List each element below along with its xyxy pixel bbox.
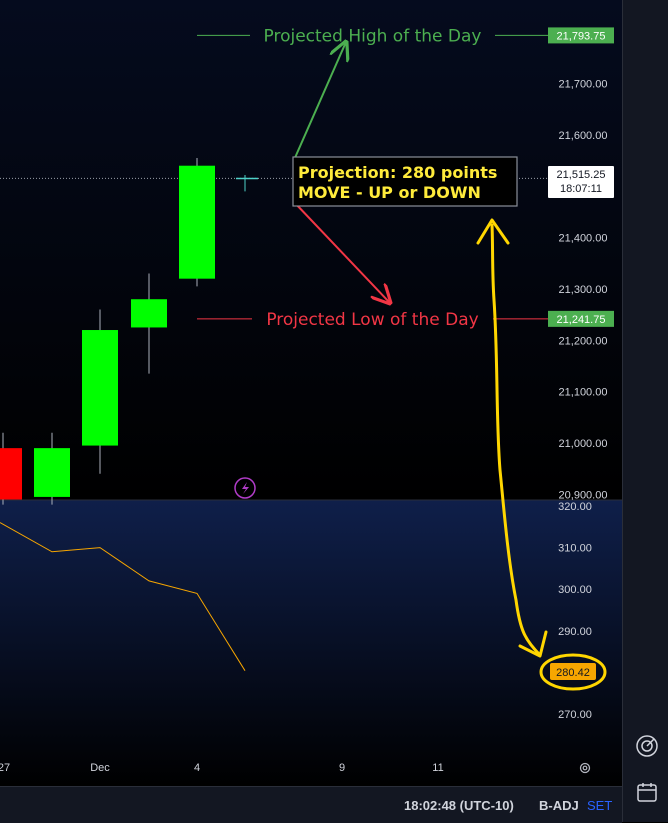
yellow-arrowhead-top bbox=[476, 218, 510, 245]
indicator-pane-background bbox=[0, 500, 622, 786]
candle-body bbox=[0, 448, 22, 500]
projection-annotation-box[interactable] bbox=[292, 156, 518, 207]
yellow-circle-marker bbox=[539, 653, 607, 691]
level-price-value: 21,241.75 bbox=[557, 314, 606, 326]
flash-icon[interactable] bbox=[234, 477, 256, 499]
level-price-tag bbox=[548, 310, 614, 327]
indicator-tick-label: 320.00 bbox=[558, 501, 592, 513]
level-price-value: 21,793.75 bbox=[557, 30, 606, 42]
indicator-tick-label: 290.00 bbox=[558, 626, 592, 638]
indicator-line bbox=[0, 522, 246, 671]
level-text: Projected Low of the Day bbox=[266, 310, 478, 330]
current-price-value: 21,515.25 bbox=[557, 169, 606, 181]
time-tick-label: 27 bbox=[0, 762, 10, 774]
candle[interactable] bbox=[34, 432, 70, 505]
price-tick-label: 21,200.00 bbox=[559, 335, 608, 347]
main-price-axis[interactable]: 21,700.00 21,600.00 21,400.00 21,300.00 21,2… bbox=[559, 79, 608, 502]
price-tick-label: 21,600.00 bbox=[559, 130, 608, 142]
level-price-tag bbox=[548, 27, 614, 44]
arrow-to-low bbox=[293, 201, 390, 303]
candle-body bbox=[82, 330, 118, 446]
price-tick-label: 21,100.00 bbox=[559, 387, 608, 399]
level-text: Projected High of the Day bbox=[264, 26, 482, 46]
price-tick-label: 21,000.00 bbox=[559, 438, 608, 450]
adjustment-toggle[interactable]: B-ADJ bbox=[539, 798, 579, 813]
target-icon[interactable] bbox=[635, 734, 659, 758]
indicator-tick-label: 270.00 bbox=[558, 709, 592, 721]
candle[interactable] bbox=[236, 174, 258, 192]
current-price-tag[interactable]: 21,515.25 18:07:11 bbox=[548, 166, 614, 198]
projection-levels: Projected High of the Day 21,793.75Projec… bbox=[197, 26, 614, 330]
candles-layer bbox=[0, 158, 258, 505]
session-toggle[interactable]: SET bbox=[587, 798, 613, 813]
time-tick-label: Dec bbox=[90, 762, 110, 774]
price-tick-label: 21,300.00 bbox=[559, 284, 608, 296]
yellow-arrowhead-bottom bbox=[518, 630, 548, 658]
candle-body bbox=[131, 299, 167, 328]
bar-countdown: 18:07:11 bbox=[560, 183, 602, 195]
indicator-tick-label: 300.00 bbox=[558, 584, 592, 596]
indicator-last-value: 280.42 bbox=[556, 667, 590, 679]
candle-body bbox=[179, 165, 215, 279]
projected-low-level[interactable]: Projected Low of the Day 21,241.75 bbox=[197, 310, 614, 330]
price-tick-label: 20,900.00 bbox=[559, 489, 608, 501]
time-axis[interactable]: 27 Dec 4 9 11 bbox=[0, 762, 444, 774]
arrow-to-high bbox=[293, 42, 346, 161]
candle-body bbox=[34, 448, 70, 497]
time-tick-label: 4 bbox=[194, 762, 200, 774]
time-tick-label: 9 bbox=[339, 762, 345, 774]
candle[interactable] bbox=[131, 273, 167, 374]
indicator-value-tag[interactable]: 280.42 bbox=[550, 663, 596, 680]
candle[interactable] bbox=[0, 432, 22, 505]
indicator-axis[interactable]: 320.00 310.00 300.00 290.00 270.00 bbox=[558, 501, 592, 721]
right-toolbar bbox=[622, 0, 668, 822]
time-tick-label: 11 bbox=[432, 762, 443, 774]
candle[interactable] bbox=[82, 309, 118, 474]
clock-timezone[interactable]: 18:02:48 (UTC-10) bbox=[404, 798, 514, 813]
bottom-status-bar: 18:02:48 (UTC-10) B-ADJ SET bbox=[0, 786, 622, 823]
indicator-tick-label: 310.00 bbox=[558, 543, 592, 555]
projection-annotation-line2: MOVE - UP or DOWN bbox=[298, 183, 481, 202]
price-tick-label: 21,700.00 bbox=[559, 79, 608, 91]
candle[interactable] bbox=[179, 158, 215, 287]
settings-icon[interactable] bbox=[579, 762, 591, 774]
price-tick-label: 21,400.00 bbox=[559, 233, 608, 245]
projected-high-level[interactable]: Projected High of the Day 21,793.75 bbox=[197, 26, 614, 46]
projection-annotation-line1: Projection: 280 points bbox=[298, 163, 497, 182]
yellow-freehand-arrow bbox=[490, 223, 542, 657]
calendar-icon[interactable] bbox=[635, 780, 659, 804]
